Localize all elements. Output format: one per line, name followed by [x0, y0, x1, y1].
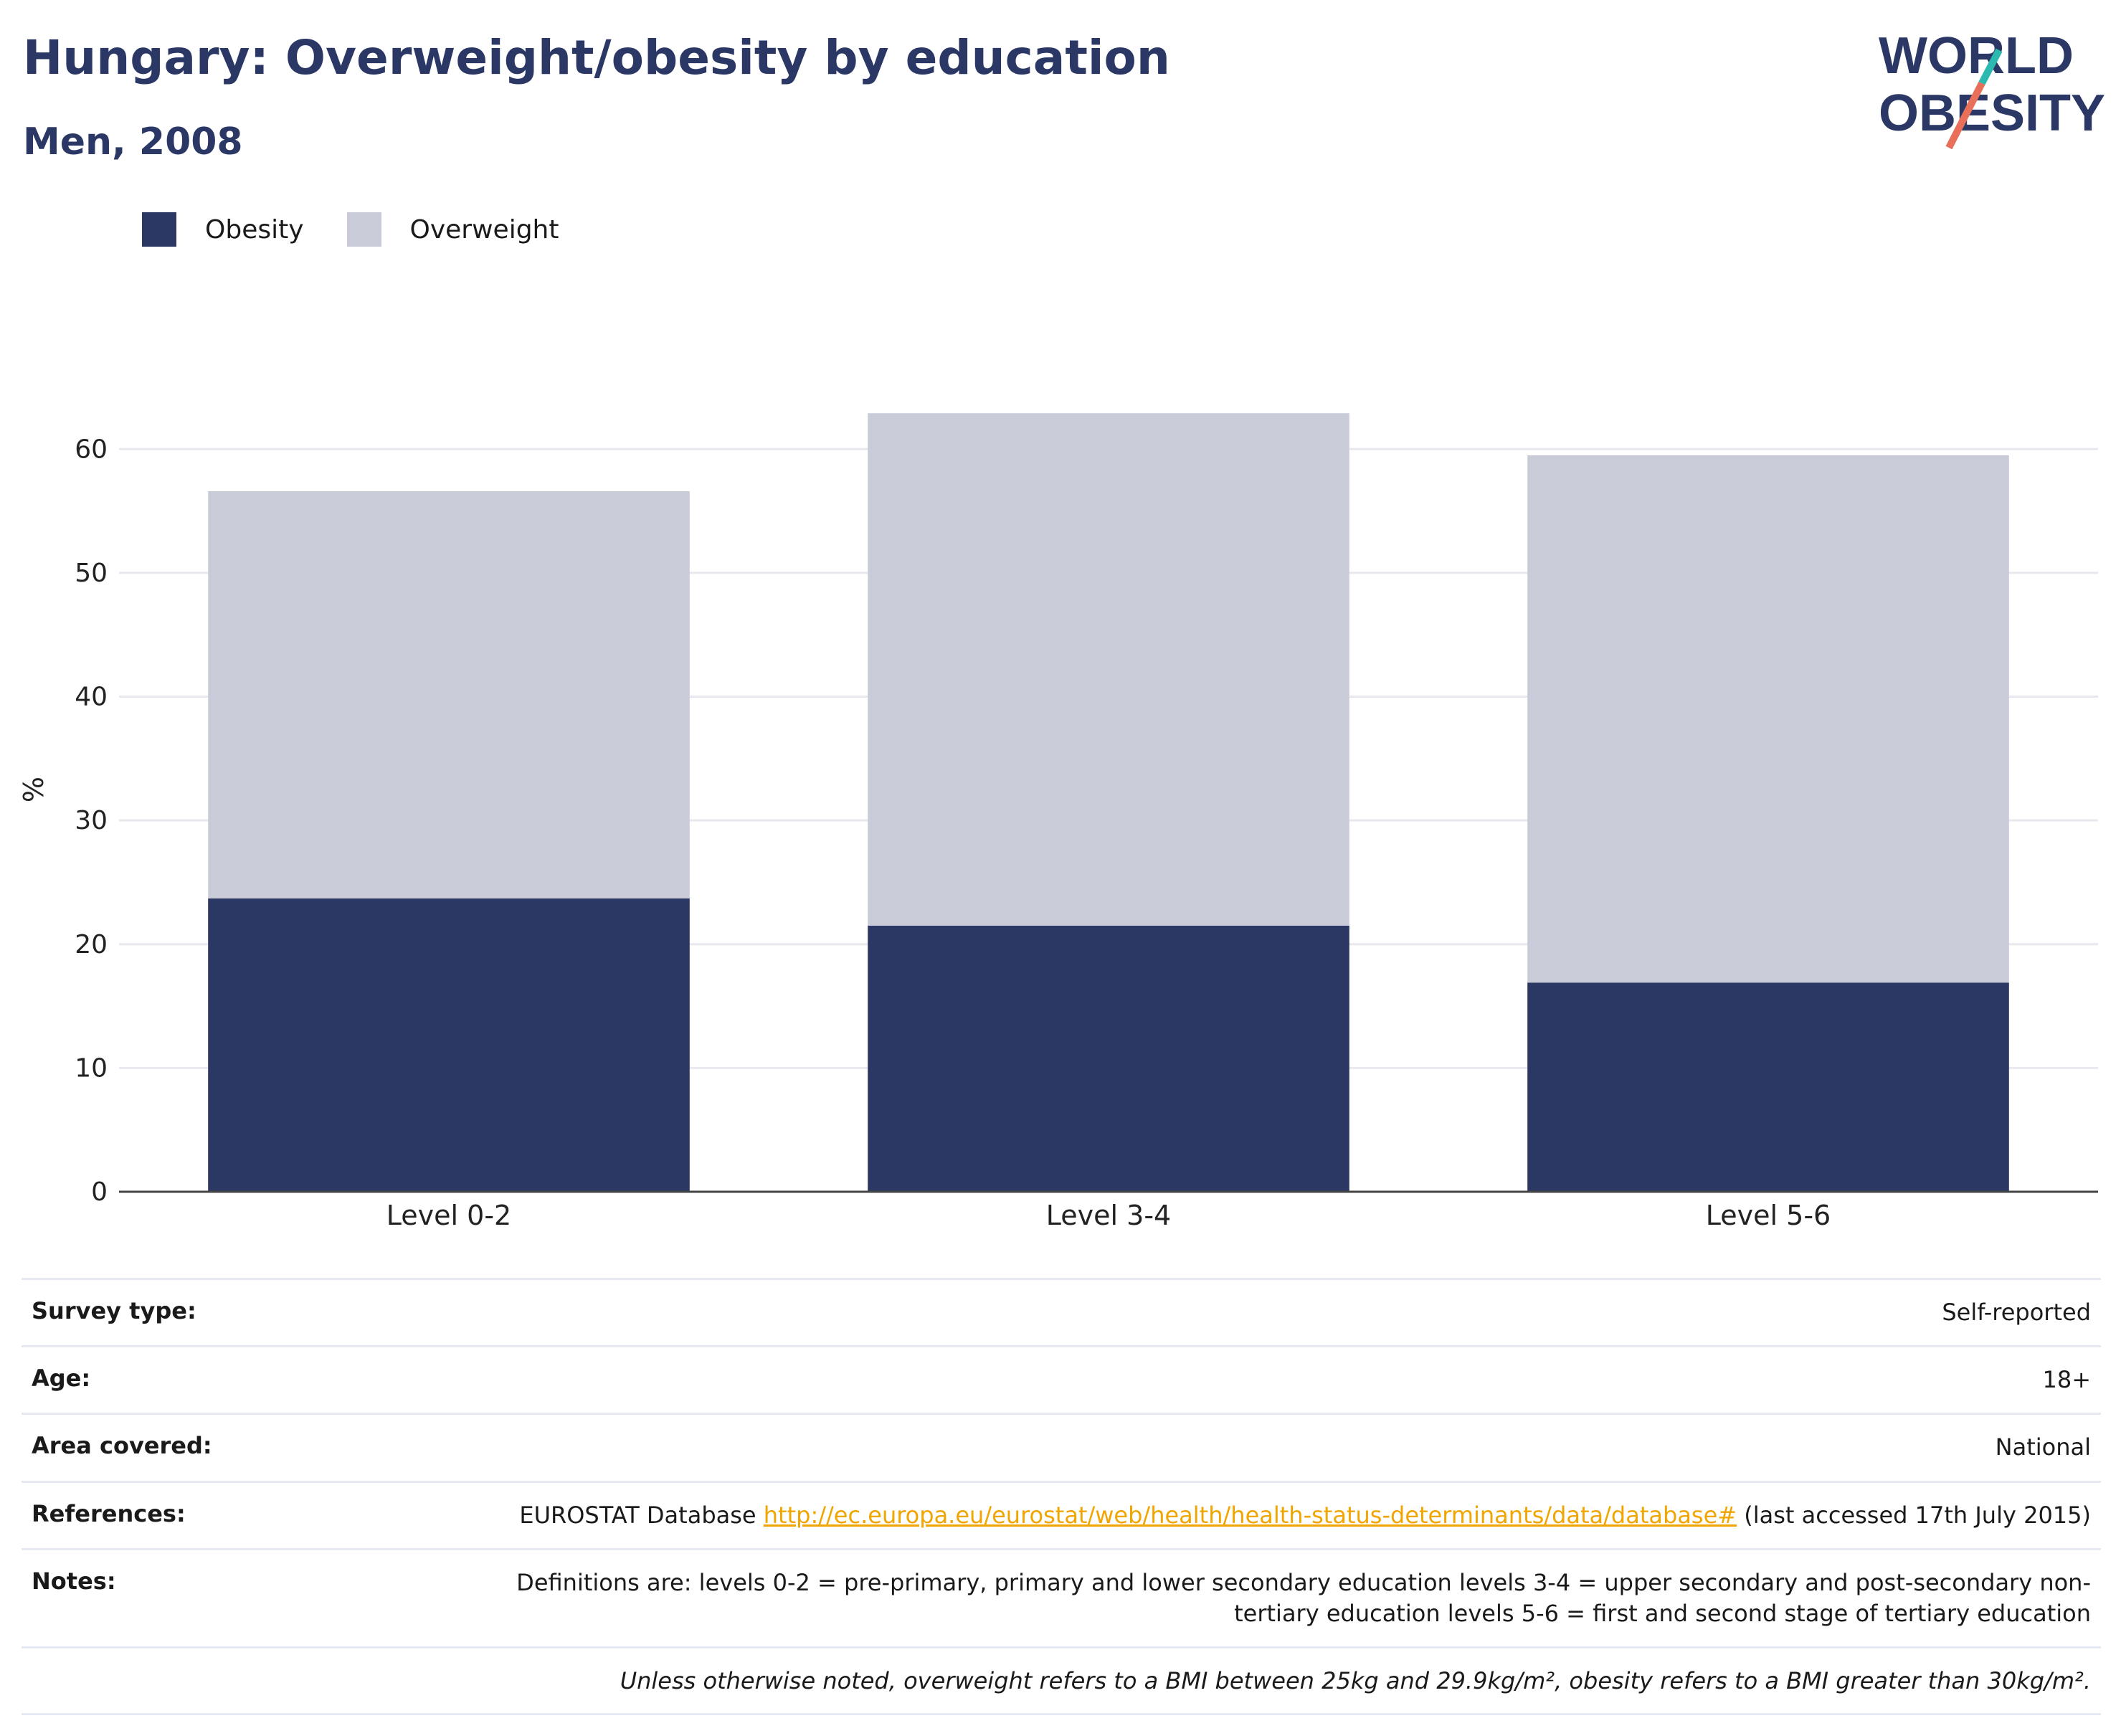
legend-swatch-overweight [346, 212, 381, 247]
meta-row-notes: Notes: Definitions are: levels 0-2 = pre… [22, 1547, 2101, 1646]
logo-text-world: WORLD [1879, 27, 2074, 85]
y-tick-label: 30 [75, 806, 108, 835]
logo-slash-teal [1978, 48, 2003, 85]
bar-overweight [1527, 455, 2009, 983]
bar-obesity [868, 925, 1349, 1192]
references-label: References: [32, 1499, 186, 1527]
notes-label: Notes: [32, 1567, 116, 1595]
legend-label-obesity: Obesity [205, 214, 304, 245]
y-tick-label: 20 [75, 930, 108, 959]
notes-value: Definitions are: levels 0-2 = pre-primar… [516, 1568, 2091, 1627]
logo-slash-coral [1945, 81, 1985, 150]
meta-row-references: References: EUROSTAT Database http://ec.… [22, 1480, 2101, 1548]
age-label: Age: [32, 1365, 91, 1393]
bar-obesity [1527, 982, 2009, 1192]
meta-row-age: Age: 18+ [22, 1345, 2101, 1413]
legend-item-overweight[interactable]: Overweight [346, 212, 559, 247]
legend-item-obesity[interactable]: Obesity [142, 212, 304, 247]
references-link[interactable]: http://ec.europa.eu/eurostat/web/health/… [763, 1501, 1737, 1529]
y-tick-label: 50 [75, 559, 108, 588]
y-tick-label: 40 [75, 683, 108, 712]
legend-swatch-obesity [142, 212, 176, 247]
logo-text-obesity: OBESITY [1879, 85, 2105, 142]
metadata-table: Survey type: Self-reported Age: 18+ Area… [22, 1278, 2101, 1716]
bar-obesity [208, 898, 690, 1192]
y-axis-label: % [18, 777, 49, 802]
chart-legend: Obesity Overweight [142, 212, 602, 247]
references-value: EUROSTAT Database http://ec.europa.eu/eu… [519, 1500, 2091, 1531]
meta-row-survey-type: Survey type: Self-reported [22, 1278, 2101, 1345]
y-tick-label: 60 [75, 435, 108, 464]
x-tick-label: Level 3-4 [1046, 1200, 1171, 1231]
chart-subtitle: Men, 2008 [23, 120, 243, 163]
bar-overweight [868, 413, 1349, 926]
y-tick-label: 0 [91, 1177, 108, 1207]
survey-type-label: Survey type: [32, 1297, 196, 1324]
x-tick-label: Level 5-6 [1706, 1200, 1831, 1231]
area-value: National [1995, 1433, 2091, 1461]
references-suffix: (last accessed 17th July 2015) [1737, 1501, 2091, 1529]
y-tick-label: 10 [75, 1053, 108, 1083]
meta-row-area: Area covered: National [22, 1413, 2101, 1480]
survey-type-value: Self-reported [1942, 1299, 2091, 1326]
bar-chart: 0 10 20 30 40 50 60% Level 0-2 Level 3-4 Level 5-… [18, 413, 2098, 1231]
legend-label-overweight: Overweight [409, 214, 559, 245]
age-value: 18+ [2042, 1366, 2091, 1394]
references-prefix: EUROSTAT Database [519, 1501, 764, 1529]
world-obesity-logo: WORLD OBESITY [1879, 27, 2105, 150]
bar-overweight [208, 490, 690, 898]
chart-title: Hungary: Overweight/obesity by education [23, 30, 1170, 85]
area-label: Area covered: [32, 1432, 212, 1460]
x-tick-label: Level 0-2 [386, 1200, 511, 1231]
bmi-footnote: Unless otherwise noted, overweight refer… [22, 1646, 2101, 1716]
